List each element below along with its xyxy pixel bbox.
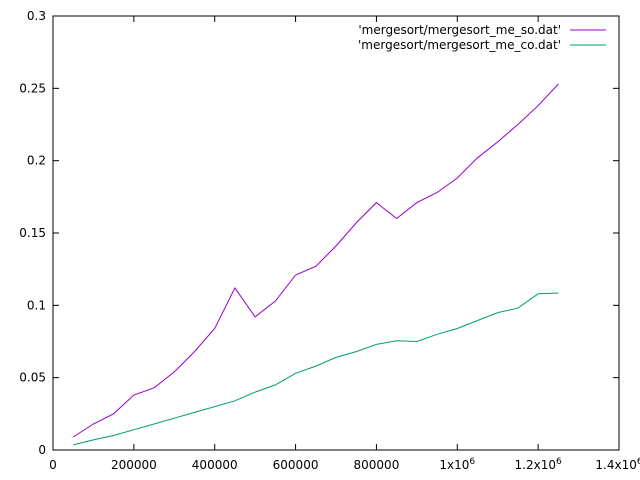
y-tick-label: 0.05: [19, 371, 46, 385]
series-line-1: [72, 83, 559, 438]
x-tick-label: 800000: [354, 458, 400, 472]
series-lines: [72, 83, 559, 446]
x-tick-label: 600000: [273, 458, 319, 472]
x-tick-label: 200000: [111, 458, 157, 472]
y-tick-label: 0.3: [27, 9, 46, 23]
y-tick-label: 0.25: [19, 81, 46, 95]
y-tick-label: 0.2: [27, 154, 46, 168]
legend-label: 'mergesort/mergesort_me_so.dat': [358, 23, 561, 37]
x-tick-label: 1x106: [439, 457, 475, 472]
x-tick-label: 1.4x106: [595, 457, 640, 472]
series-line-2: [73, 292, 559, 446]
y-tick-label: 0.15: [19, 226, 46, 240]
y-tick-label: 0.1: [27, 298, 46, 312]
legend: 'mergesort/mergesort_me_so.dat''mergesor…: [358, 23, 606, 52]
legend-label: 'mergesort/mergesort_me_co.dat': [358, 38, 561, 52]
y-tick-label: 0: [38, 443, 46, 457]
axis-ticks: 0 0.05 0.1 0.15 0.2 0.25 0.3 0 200000 400000 60000…: [19, 9, 640, 472]
x-tick-label: 400000: [192, 458, 238, 472]
x-tick-label: 1.2x106: [515, 457, 562, 472]
x-tick-label: 0: [49, 458, 57, 472]
plot-frame: [52, 15, 620, 451]
